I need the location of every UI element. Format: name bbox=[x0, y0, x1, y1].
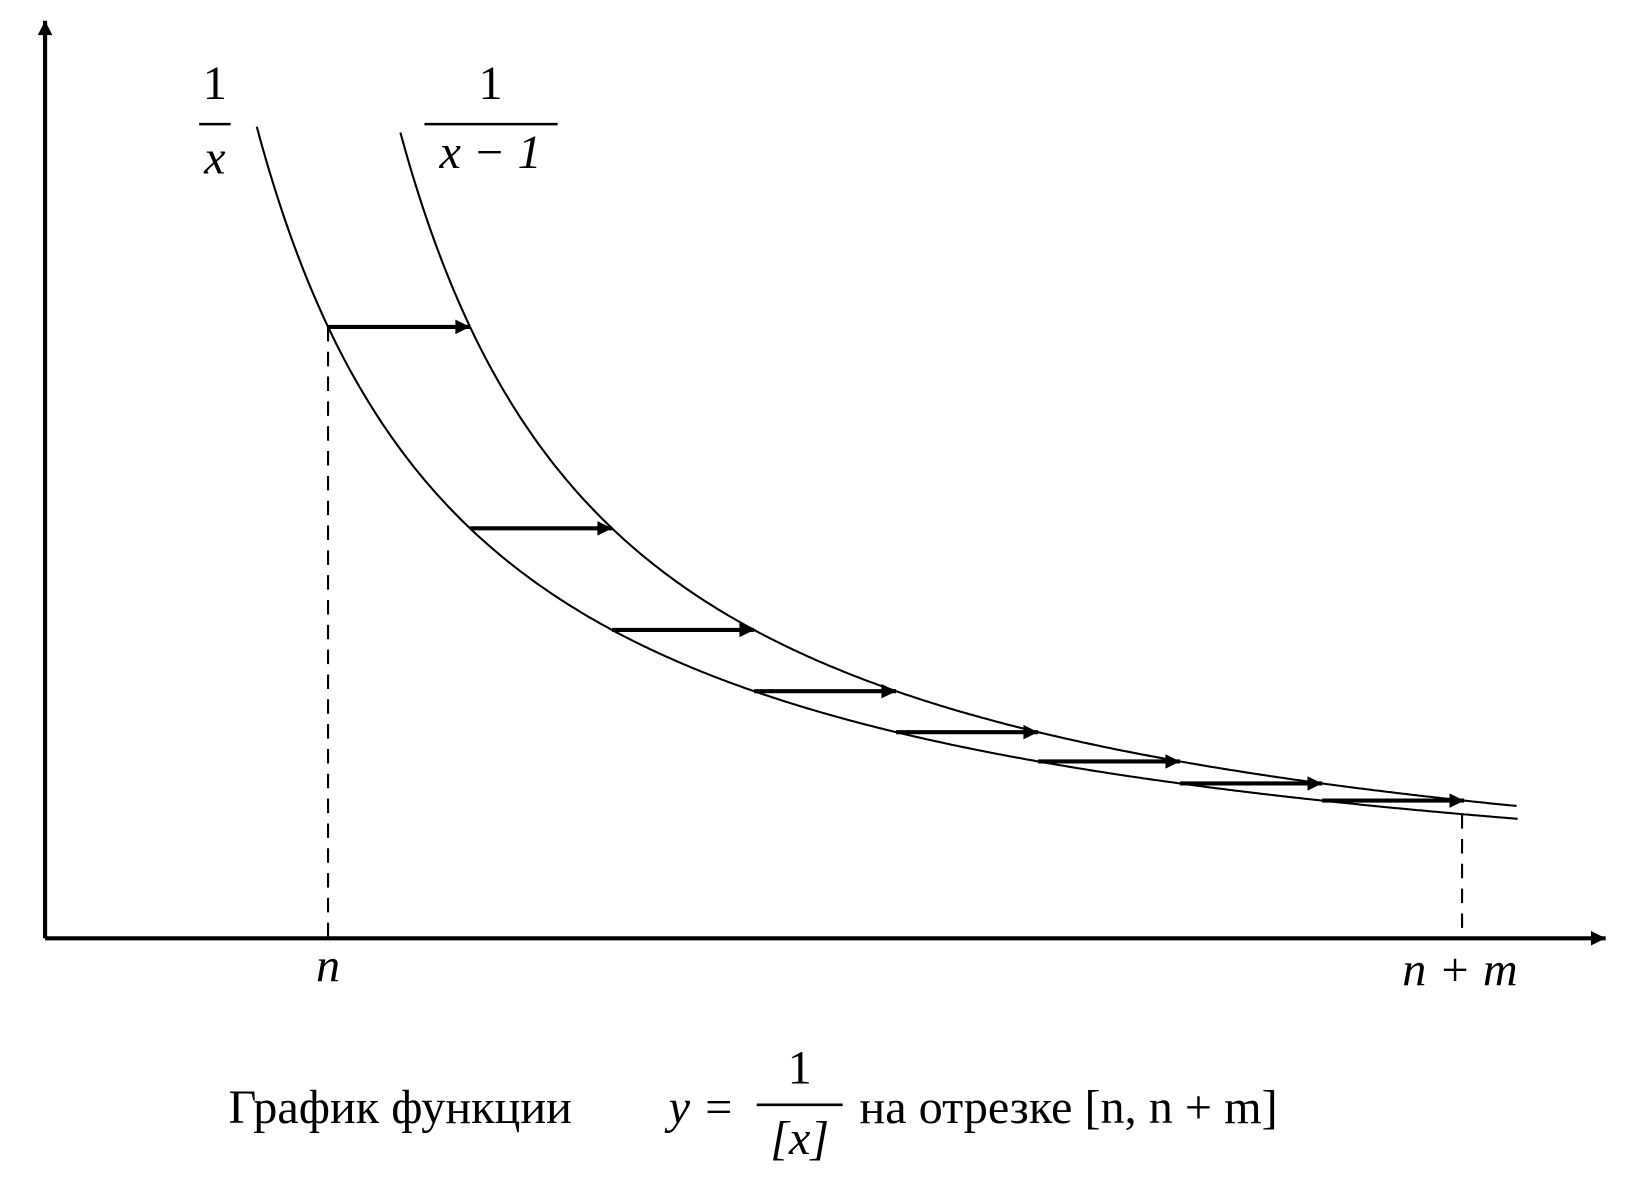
caption-text: График функции bbox=[228, 1081, 571, 1134]
curve bbox=[399, 132, 1517, 807]
axis-label: n bbox=[316, 940, 340, 993]
label-denominator: x bbox=[203, 132, 225, 185]
label-numerator: 1 bbox=[478, 57, 502, 110]
caption-tail: на отрезке [n, n + m] bbox=[859, 1081, 1277, 1134]
caption-denominator: [x] bbox=[770, 1112, 829, 1165]
caption-numerator: 1 bbox=[788, 1042, 812, 1095]
curve bbox=[255, 126, 1518, 820]
label-numerator: 1 bbox=[203, 57, 227, 110]
label-denominator: x − 1 bbox=[438, 126, 541, 179]
curves bbox=[255, 126, 1518, 820]
axis-label: n + m bbox=[1402, 944, 1518, 997]
caption-lhs: y = bbox=[665, 1081, 735, 1134]
